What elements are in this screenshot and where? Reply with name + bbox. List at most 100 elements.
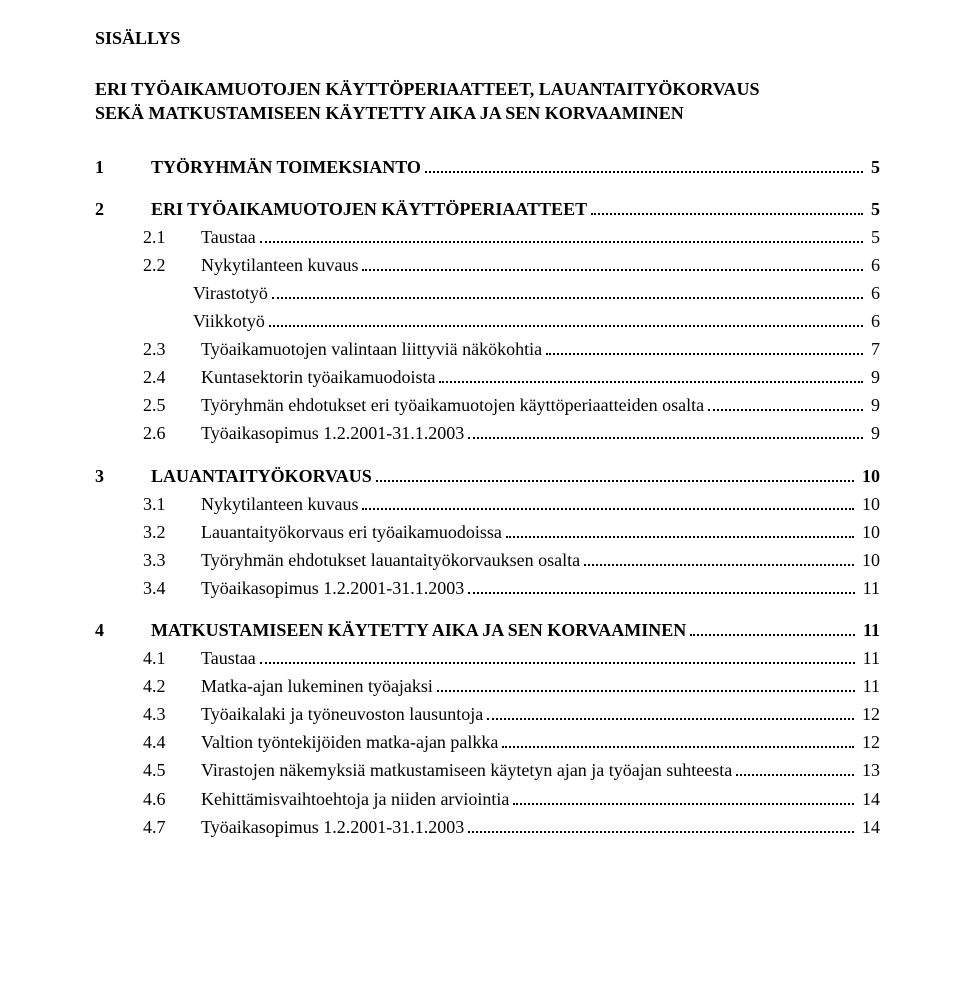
toc-subsubsection: Viikkotyö 6 xyxy=(95,308,880,334)
toc-entry-number: 4.4 xyxy=(143,729,201,755)
toc-subsection: 4.6Kehittämisvaihtoehtoja ja niiden arvi… xyxy=(95,786,880,812)
toc-leader-dots xyxy=(591,197,863,215)
toc-entry-number: 2 xyxy=(95,196,151,222)
toc-leader-dots xyxy=(437,674,855,692)
toc-entry-page: 10 xyxy=(858,547,880,573)
toc-entry-page: 5 xyxy=(867,196,880,222)
toc-entry-page: 10 xyxy=(858,491,880,517)
toc-leader-dots xyxy=(269,309,863,327)
toc-entry-number: 3.4 xyxy=(143,575,201,601)
toc-entry-label: Nykytilanteen kuvaus xyxy=(201,491,358,517)
toc-section: 1TYÖRYHMÄN TOIMEKSIANTO5 xyxy=(95,154,880,180)
toc-entry-page: 5 xyxy=(867,224,880,250)
toc-entry-number: 3 xyxy=(95,463,151,489)
toc-leader-dots xyxy=(546,337,863,355)
toc-subsection: 4.5Virastojen näkemyksiä matkustamiseen … xyxy=(95,757,880,783)
toc-entry-label: Taustaa xyxy=(201,645,256,671)
toc-subsection: 3.1Nykytilanteen kuvaus 10 xyxy=(95,491,880,517)
toc-leader-dots xyxy=(468,576,854,594)
toc-entry-page: 9 xyxy=(867,420,880,446)
toc-entry-label: Kehittämisvaihtoehtoja ja niiden arvioin… xyxy=(201,786,509,812)
toc-entry-page: 11 xyxy=(859,645,880,671)
toc-entry-page: 6 xyxy=(867,308,880,334)
toc-entry-number: 3.3 xyxy=(143,547,201,573)
toc-entry-number: 2.4 xyxy=(143,364,201,390)
toc-entry-label: TYÖRYHMÄN TOIMEKSIANTO xyxy=(151,154,421,180)
toc-entry-page: 6 xyxy=(867,252,880,278)
toc-entry-label: Valtion työntekijöiden matka-ajan palkka xyxy=(201,729,498,755)
toc-entry-number: 2.5 xyxy=(143,392,201,418)
toc-subsection: 3.3Työryhmän ehdotukset lauantaityökorva… xyxy=(95,547,880,573)
toc-entry-number: 3.2 xyxy=(143,519,201,545)
toc-entry-page: 11 xyxy=(859,575,880,601)
toc-entry-label: Työaikamuotojen valintaan liittyviä näkö… xyxy=(201,336,542,362)
toc-entry-label: Virastotyö xyxy=(193,280,268,306)
toc-leader-dots xyxy=(502,730,854,748)
toc-entry-page: 14 xyxy=(858,814,880,840)
toc-subsub-line: Virastotyö 6 xyxy=(193,280,880,306)
toc-entry-page: 11 xyxy=(859,617,880,643)
toc-entry-number: 4.2 xyxy=(143,673,201,699)
toc-entry-label: Taustaa xyxy=(201,224,256,250)
toc-entry-number: 4.1 xyxy=(143,645,201,671)
toc-entry-page: 7 xyxy=(867,336,880,362)
toc-leader-dots xyxy=(439,365,863,383)
toc-subsection: 2.3Työaikamuotojen valintaan liittyviä n… xyxy=(95,336,880,362)
toc-entry-page: 6 xyxy=(867,280,880,306)
toc-entry-label: LAUANTAITYÖKORVAUS xyxy=(151,463,372,489)
toc-entry-label: Työryhmän ehdotukset eri työaikamuotojen… xyxy=(201,392,704,418)
toc-subsection: 2.4Kuntasektorin työaikamuodoista9 xyxy=(95,364,880,390)
toc-subsection: 4.7Työaikasopimus 1.2.2001-31.1.200314 xyxy=(95,814,880,840)
toc-entry-number: 2.2 xyxy=(143,252,201,278)
toc-leader-dots xyxy=(376,463,854,481)
toc-leader-dots xyxy=(584,548,854,566)
toc-entry-label: Työaikalaki ja työneuvoston lausuntoja xyxy=(201,701,483,727)
toc-section: 2ERI TYÖAIKAMUOTOJEN KÄYTTÖPERIAATTEET 5 xyxy=(95,196,880,222)
toc-entry-number: 4.5 xyxy=(143,757,201,783)
toc-leader-dots xyxy=(362,253,863,271)
page-container: SISÄLLYS ERI TYÖAIKAMUOTOJEN KÄYTTÖPERIA… xyxy=(0,0,960,882)
toc-entry-number: 2.3 xyxy=(143,336,201,362)
toc-entry-number: 4.6 xyxy=(143,786,201,812)
toc-leader-dots xyxy=(506,520,854,538)
toc-entry-page: 14 xyxy=(858,786,880,812)
toc-entry-number: 4 xyxy=(95,617,151,643)
toc-subsection: 3.2Lauantaityökorvaus eri työaikamuodois… xyxy=(95,519,880,545)
toc-subsection: 2.6Työaikasopimus 1.2.2001-31.1.2003 9 xyxy=(95,420,880,446)
toc-entry-label: MATKUSTAMISEEN KÄYTETTY AIKA JA SEN KORV… xyxy=(151,617,686,643)
toc-section: 3LAUANTAITYÖKORVAUS 10 xyxy=(95,463,880,489)
toc-subsection: 4.1Taustaa 11 xyxy=(95,645,880,671)
toc-entry-number: 2.1 xyxy=(143,224,201,250)
toc-body: 1TYÖRYHMÄN TOIMEKSIANTO52ERI TYÖAIKAMUOT… xyxy=(95,154,880,840)
toc-leader-dots xyxy=(736,758,854,776)
toc-entry-page: 10 xyxy=(858,463,880,489)
toc-entry-label: Lauantaityökorvaus eri työaikamuodoissa xyxy=(201,519,502,545)
toc-entry-label: Virastojen näkemyksiä matkustamiseen käy… xyxy=(201,757,732,783)
toc-entry-page: 13 xyxy=(858,757,880,783)
toc-subsection: 4.3Työaikalaki ja työneuvoston lausuntoj… xyxy=(95,701,880,727)
toc-entry-page: 5 xyxy=(867,154,880,180)
toc-entry-page: 9 xyxy=(867,364,880,390)
toc-section: 4MATKUSTAMISEEN KÄYTETTY AIKA JA SEN KOR… xyxy=(95,617,880,643)
toc-entry-number: 3.1 xyxy=(143,491,201,517)
toc-entry-page: 10 xyxy=(858,519,880,545)
toc-leader-dots xyxy=(468,421,863,439)
document-title-line2: SEKÄ MATKUSTAMISEEN KÄYTETTY AIKA JA SEN… xyxy=(95,101,880,125)
toc-subsub-line: Viikkotyö 6 xyxy=(193,308,880,334)
toc-entry-label: Työaikasopimus 1.2.2001-31.1.2003 xyxy=(201,420,464,446)
toc-leader-dots xyxy=(708,393,863,411)
toc-entry-page: 11 xyxy=(859,673,880,699)
toc-leader-dots xyxy=(260,646,855,664)
toc-leader-dots xyxy=(513,786,854,804)
toc-leader-dots xyxy=(690,618,855,636)
toc-subsection: 4.4Valtion työntekijöiden matka-ajan pal… xyxy=(95,729,880,755)
toc-entry-number: 2.6 xyxy=(143,420,201,446)
toc-subsection: 4.2Matka-ajan lukeminen työajaksi11 xyxy=(95,673,880,699)
toc-leader-dots xyxy=(272,281,863,299)
toc-entry-label: Nykytilanteen kuvaus xyxy=(201,252,358,278)
toc-entry-label: ERI TYÖAIKAMUOTOJEN KÄYTTÖPERIAATTEET xyxy=(151,196,587,222)
toc-entry-label: Viikkotyö xyxy=(193,308,265,334)
toc-heading: SISÄLLYS xyxy=(95,28,880,49)
document-title: ERI TYÖAIKAMUOTOJEN KÄYTTÖPERIAATTEET, L… xyxy=(95,77,880,126)
toc-leader-dots xyxy=(468,814,854,832)
